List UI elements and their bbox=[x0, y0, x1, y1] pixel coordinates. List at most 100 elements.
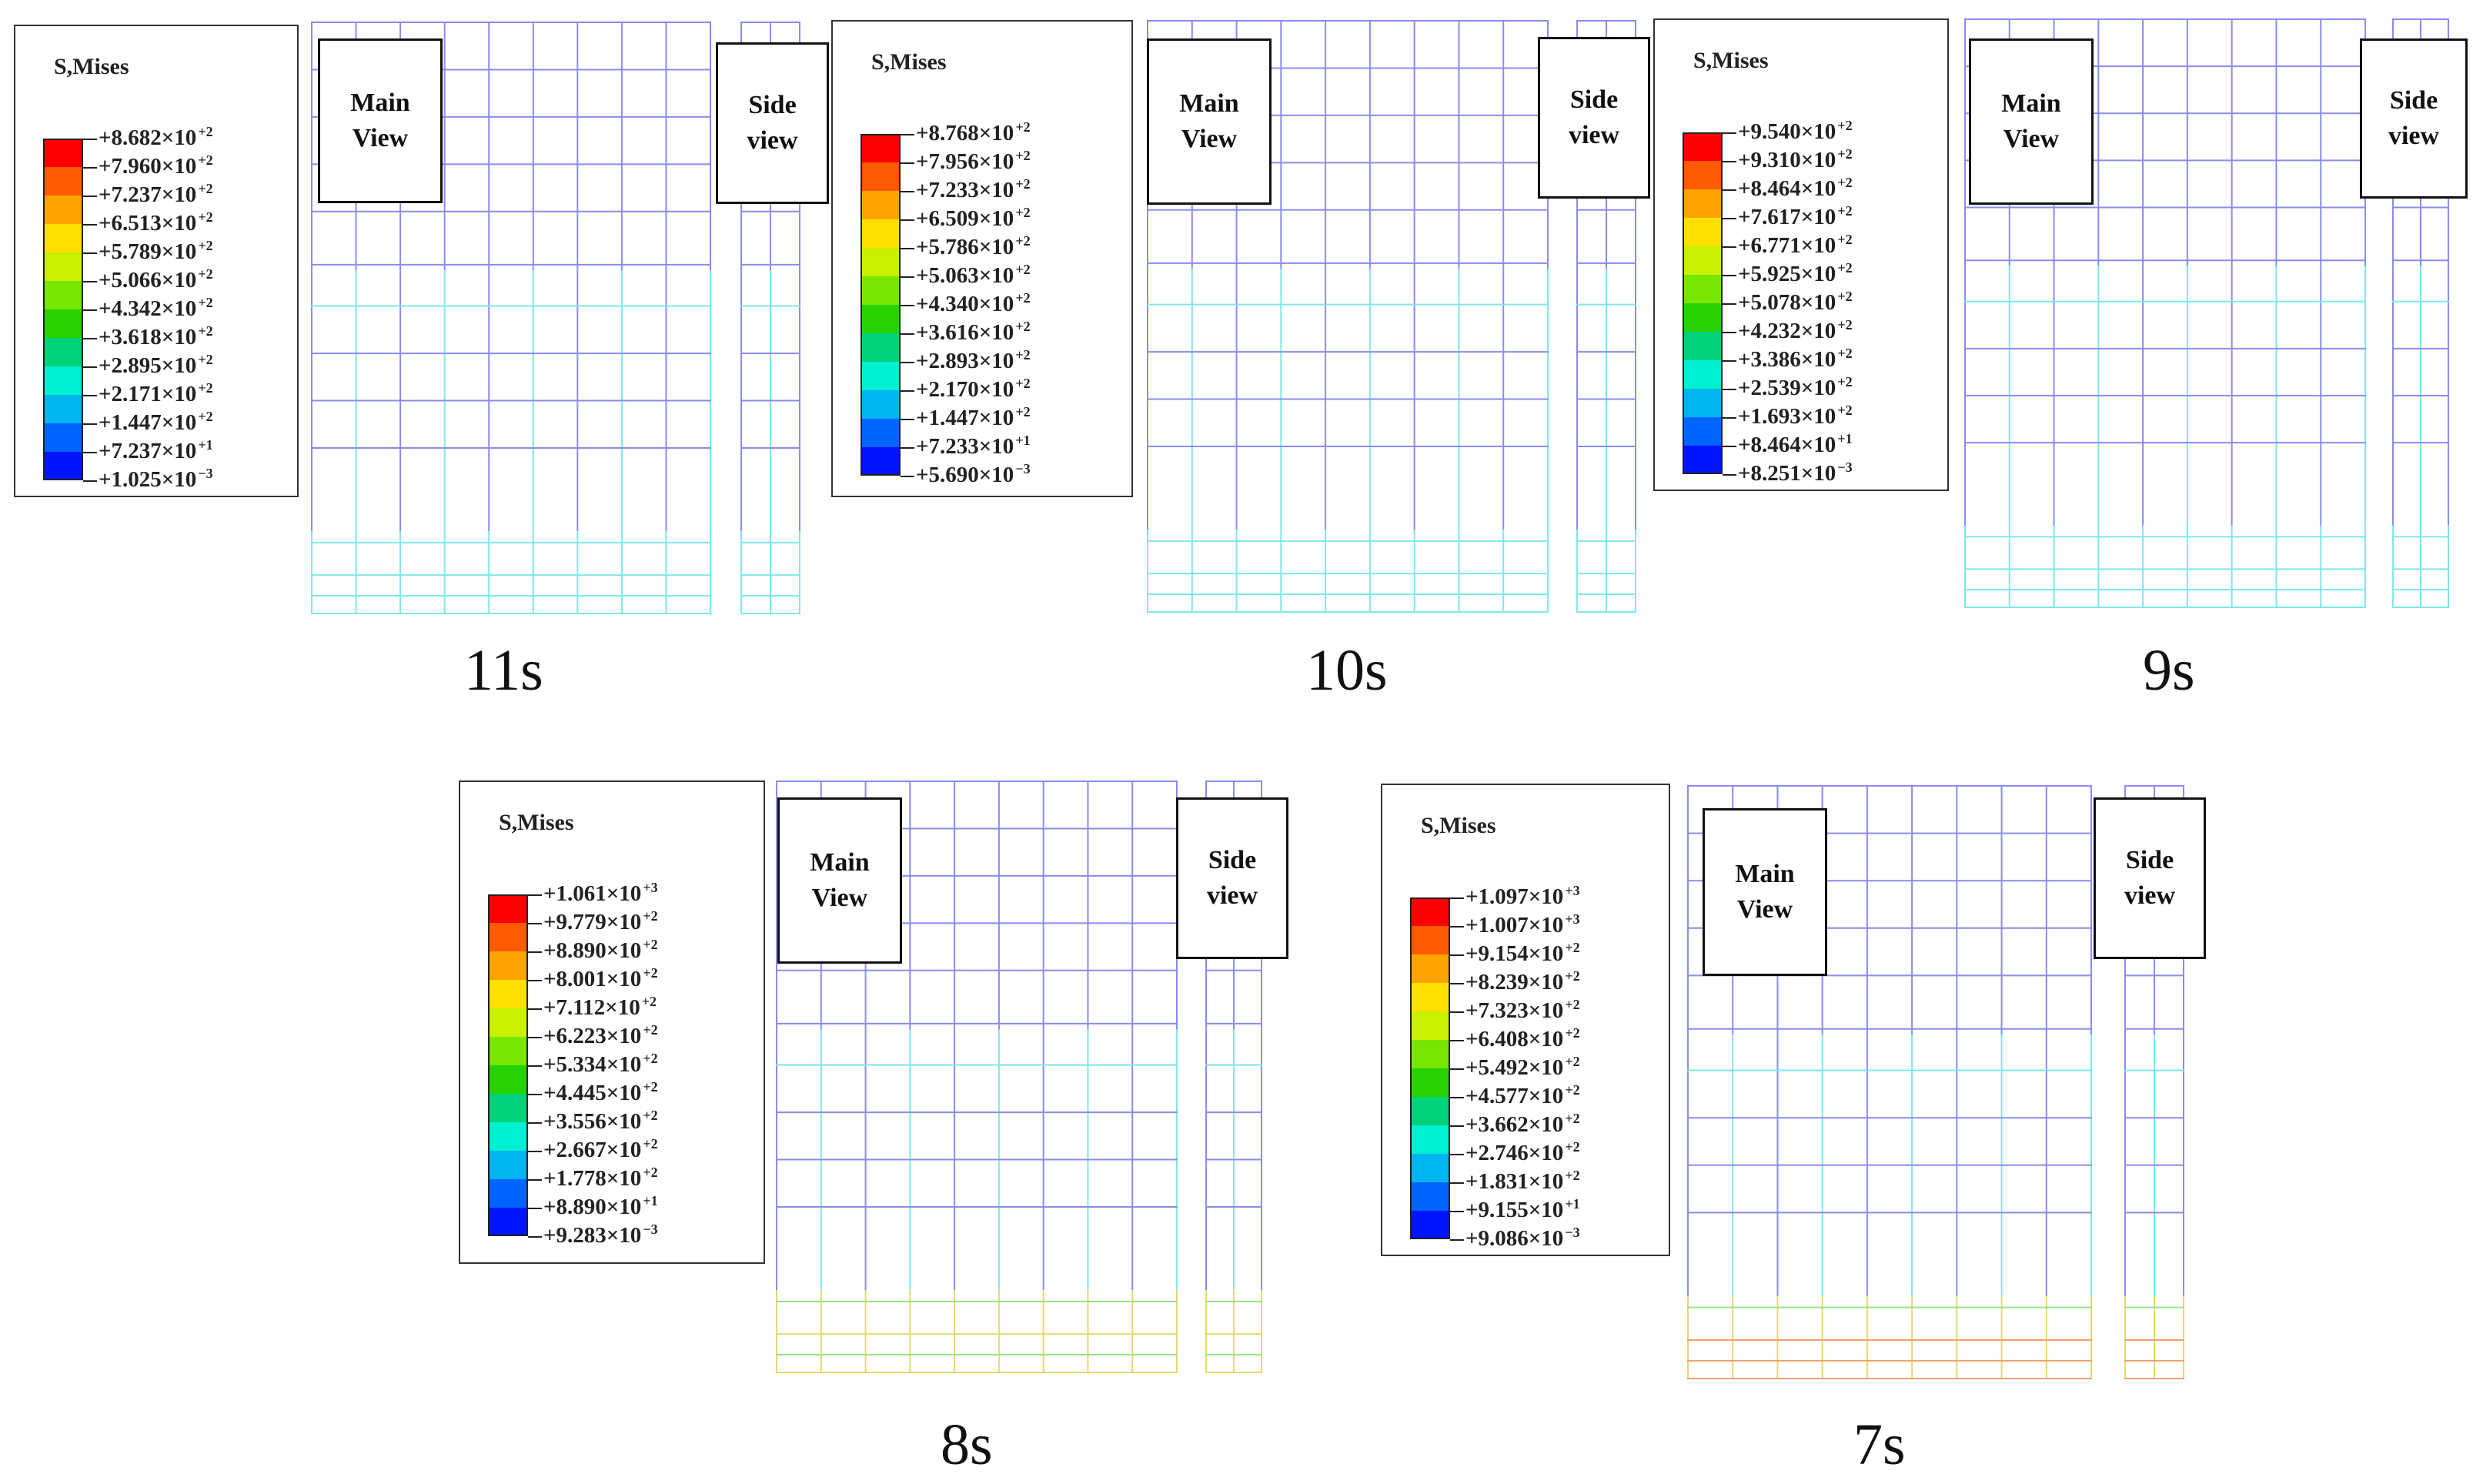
legend-value-mantissa: +8.682×10 bbox=[99, 125, 197, 150]
legend-tick bbox=[528, 1236, 542, 1238]
legend-tick bbox=[1723, 446, 1736, 447]
legend-tick bbox=[1723, 161, 1736, 162]
legend-value-mantissa: +6.771×10 bbox=[1738, 233, 1836, 258]
legend-swatch bbox=[488, 1122, 528, 1151]
legend-swatch bbox=[43, 423, 83, 452]
legend-value-exponent: +1 bbox=[1565, 1196, 1580, 1212]
legend-swatch bbox=[861, 162, 901, 191]
legend-swatch bbox=[861, 305, 901, 333]
legend-value-mantissa: +9.779×10 bbox=[543, 910, 642, 934]
legend-value: +2.667×10 +2 bbox=[543, 1136, 658, 1164]
legend-swatch bbox=[861, 390, 901, 419]
legend-swatch bbox=[1410, 1011, 1450, 1040]
legend-value-mantissa: +8.768×10 bbox=[916, 121, 1014, 145]
legend-value: +7.956×10 +2 bbox=[916, 148, 1031, 175]
legend-swatch bbox=[1683, 189, 1723, 218]
legend-tick bbox=[1723, 132, 1736, 134]
legend-swatch bbox=[43, 252, 83, 281]
legend-tick bbox=[528, 1151, 542, 1152]
legend-swatch bbox=[1683, 360, 1723, 389]
legend-swatch bbox=[488, 1065, 528, 1094]
legend-value-mantissa: +1.061×10 bbox=[543, 881, 642, 906]
legend-tick bbox=[83, 423, 97, 425]
legend-value: +3.662×10 +2 bbox=[1465, 1111, 1580, 1138]
legend-title: S,Mises bbox=[871, 49, 947, 75]
legend-value: +1.025×10 −3 bbox=[99, 466, 213, 493]
legend-value-exponent: +2 bbox=[643, 1079, 658, 1095]
legend-swatch bbox=[488, 951, 528, 980]
legend-tick bbox=[1723, 189, 1736, 191]
legend-value-exponent: +2 bbox=[1015, 319, 1031, 334]
legend-value-mantissa: +2.539×10 bbox=[1738, 376, 1836, 400]
legend-value-exponent: +2 bbox=[1837, 118, 1853, 133]
legend-value-exponent: +2 bbox=[1565, 1111, 1580, 1126]
legend-swatch bbox=[1410, 983, 1450, 1011]
time-label: 9s bbox=[2143, 638, 2195, 703]
legend-value-exponent: +2 bbox=[1565, 1025, 1580, 1041]
legend-value: +6.513×10 +2 bbox=[99, 209, 213, 237]
legend-value: +8.682×10 +2 bbox=[99, 124, 213, 152]
legend-value-exponent: +2 bbox=[1837, 175, 1853, 190]
legend-title: S,Mises bbox=[499, 810, 574, 835]
legend-value-exponent: +2 bbox=[1015, 404, 1031, 419]
legend-tick bbox=[901, 134, 914, 135]
legend: S,Mises +9.540×10 +2 +9.310×10 +2 +8.464×10 +… bbox=[1653, 18, 1949, 491]
legend-swatch bbox=[861, 276, 901, 305]
legend-value-mantissa: +7.237×10 bbox=[99, 182, 197, 207]
legend-value: +2.170×10 +2 bbox=[916, 376, 1031, 403]
legend-tick bbox=[528, 1179, 542, 1181]
legend-tick bbox=[83, 252, 97, 254]
side-view-label: Side view bbox=[2094, 797, 2206, 959]
main-view-label: Main View bbox=[1147, 38, 1272, 205]
legend-value-mantissa: +4.577×10 bbox=[1465, 1084, 1564, 1108]
legend-swatch bbox=[1683, 246, 1723, 275]
legend-tick bbox=[83, 139, 97, 140]
legend-value: +9.154×10 +2 bbox=[1465, 940, 1580, 968]
legend-value-exponent: +2 bbox=[198, 238, 213, 253]
legend-swatch bbox=[488, 894, 528, 923]
legend-value: +2.895×10 +2 bbox=[99, 352, 213, 379]
legend-tick bbox=[528, 951, 542, 953]
legend-tick bbox=[83, 224, 97, 226]
legend-tick bbox=[528, 923, 542, 924]
legend-swatch bbox=[1410, 1125, 1450, 1154]
legend-value: +5.925×10 +2 bbox=[1738, 260, 1853, 288]
legend-value-mantissa: +8.239×10 bbox=[1465, 970, 1564, 994]
legend-value-exponent: +2 bbox=[643, 1165, 658, 1180]
legend-value-exponent: +2 bbox=[1565, 1168, 1580, 1183]
legend-value-mantissa: +3.386×10 bbox=[1738, 347, 1836, 372]
legend-value: +9.779×10 +2 bbox=[543, 908, 658, 936]
legend-value-exponent: +2 bbox=[1565, 1082, 1580, 1098]
legend-value: +8.251×10 −3 bbox=[1738, 460, 1853, 487]
legend-tick bbox=[83, 366, 97, 368]
legend-value-exponent: +2 bbox=[1565, 940, 1580, 955]
legend-swatch bbox=[488, 1208, 528, 1236]
legend-tick bbox=[1450, 954, 1464, 956]
legend-swatch bbox=[1683, 389, 1723, 417]
legend-value-mantissa: +7.956×10 bbox=[916, 149, 1014, 174]
legend-tick bbox=[1723, 389, 1736, 390]
legend-value-exponent: +1 bbox=[643, 1193, 658, 1208]
legend-tick bbox=[901, 476, 914, 477]
legend-value: +9.283×10 −3 bbox=[543, 1222, 658, 1249]
side-view-label: Side view bbox=[716, 42, 829, 204]
legend-value-mantissa: +8.890×10 bbox=[543, 938, 642, 963]
legend-value-mantissa: +5.789×10 bbox=[99, 239, 197, 264]
legend-swatch bbox=[43, 196, 83, 224]
legend-value-mantissa: +1.693×10 bbox=[1738, 404, 1836, 429]
legend-value: +1.447×10 +2 bbox=[99, 409, 213, 436]
legend-tick bbox=[1450, 1125, 1464, 1127]
legend-swatch bbox=[43, 395, 83, 423]
legend-value: +8.890×10 +2 bbox=[543, 937, 658, 964]
legend-value: +5.786×10 +2 bbox=[916, 233, 1031, 261]
legend-value-exponent: +2 bbox=[1565, 968, 1580, 984]
legend-value: +5.789×10 +2 bbox=[99, 238, 213, 266]
legend-value-exponent: +2 bbox=[1837, 289, 1853, 304]
legend-swatch bbox=[488, 1179, 528, 1208]
legend-value-exponent: +2 bbox=[1837, 203, 1853, 219]
legend-tick bbox=[1723, 332, 1736, 333]
legend-value-exponent: +2 bbox=[1837, 146, 1853, 162]
legend-tick bbox=[1450, 983, 1464, 984]
legend-value-mantissa: +7.960×10 bbox=[99, 154, 197, 179]
legend-value-exponent: +2 bbox=[198, 295, 213, 310]
